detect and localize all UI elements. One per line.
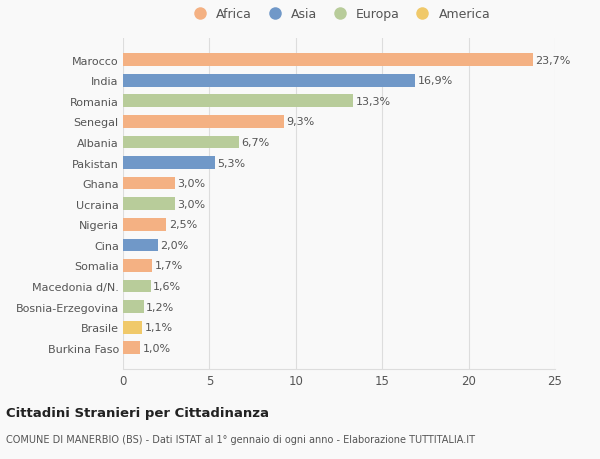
Text: 23,7%: 23,7%	[535, 56, 571, 65]
Legend: Africa, Asia, Europa, America: Africa, Asia, Europa, America	[182, 3, 496, 26]
Text: Cittadini Stranieri per Cittadinanza: Cittadini Stranieri per Cittadinanza	[6, 406, 269, 419]
Bar	[123, 218, 166, 231]
Bar	[123, 74, 415, 87]
Text: 1,2%: 1,2%	[146, 302, 175, 312]
Text: 1,7%: 1,7%	[155, 261, 183, 271]
Bar	[123, 280, 151, 293]
Text: 3,0%: 3,0%	[178, 199, 206, 209]
Bar	[123, 177, 175, 190]
Text: 1,1%: 1,1%	[145, 323, 173, 332]
Bar	[123, 321, 142, 334]
Text: 1,6%: 1,6%	[153, 281, 181, 291]
Text: 3,0%: 3,0%	[178, 179, 206, 189]
Bar	[123, 342, 140, 354]
Bar	[123, 136, 239, 149]
Bar	[123, 116, 284, 129]
Text: 6,7%: 6,7%	[241, 138, 269, 148]
Text: 9,3%: 9,3%	[286, 117, 314, 127]
Bar	[123, 157, 215, 169]
Text: 2,5%: 2,5%	[169, 220, 197, 230]
Text: 5,3%: 5,3%	[217, 158, 245, 168]
Bar	[123, 301, 144, 313]
Bar	[123, 259, 152, 272]
Bar	[123, 95, 353, 108]
Bar	[123, 198, 175, 211]
Text: 16,9%: 16,9%	[418, 76, 453, 86]
Text: 2,0%: 2,0%	[160, 241, 188, 250]
Text: 13,3%: 13,3%	[355, 96, 391, 106]
Bar	[123, 239, 158, 252]
Text: 1,0%: 1,0%	[143, 343, 171, 353]
Bar	[123, 54, 533, 67]
Text: COMUNE DI MANERBIO (BS) - Dati ISTAT al 1° gennaio di ogni anno - Elaborazione T: COMUNE DI MANERBIO (BS) - Dati ISTAT al …	[6, 434, 475, 444]
